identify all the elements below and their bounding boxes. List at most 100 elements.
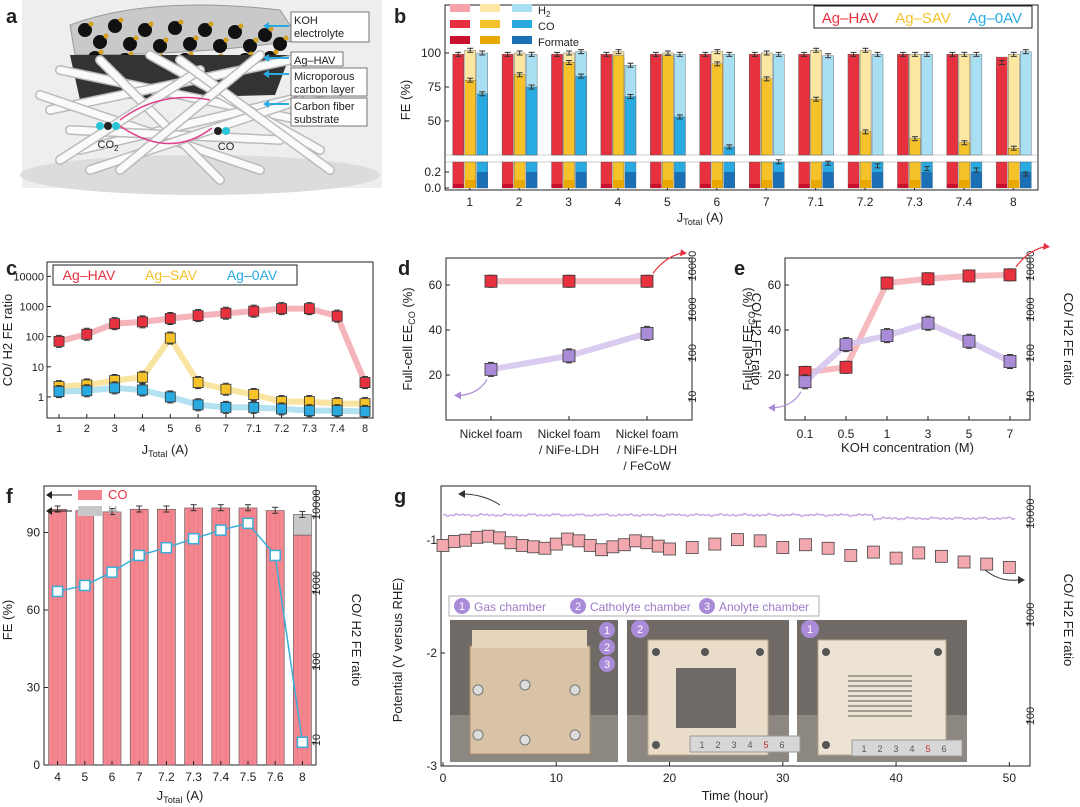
data-point-c [331,405,343,417]
ratio-point-g [606,540,620,554]
chamber-label: Catholyte chamber [590,600,691,614]
bar-formate-b [1020,172,1032,188]
ytick-label-right-d: 10000 [687,251,699,282]
co-path-arrow [119,125,213,145]
chamber-label: Anolyte chamber [719,600,809,614]
data-point-c [248,305,260,317]
ruler-number: 2 [877,744,882,754]
schematic-label-box [290,11,370,43]
ratio-point-f [160,541,173,554]
ratio-point-g [447,535,461,548]
bar-formate-b [551,184,563,188]
xtick-label-f: 8 [299,770,306,784]
legend-label-h2-f: H2 [108,503,122,520]
schematic-pointer-head [263,22,269,30]
y-axis-label-f: FE (%) [0,600,15,640]
axis-break-b [446,155,1037,162]
legend-arrowhead-f [46,507,52,515]
legend-catalyst-hav: Ag–HAV [822,10,878,27]
ratio-point-g [549,537,563,551]
xtick-label-b: 7.1 [807,195,824,209]
ruler-number: 4 [747,740,752,750]
xtick-label-d: / NiFe-LDH [539,443,599,457]
legend-box-b [813,5,1033,29]
legend-catalyst-sav: Ag–SAV [895,10,951,27]
data-point-c [359,406,371,417]
legend-swatch-b [450,36,470,44]
schematic-pointer-head [263,70,269,78]
bar-formate-b [822,172,834,188]
schematic-label-box [290,51,344,67]
ytick-label-b: 50 [428,114,442,128]
x-axis-label-c: JTotal (A) [142,442,189,459]
xtick-label-c: 7.4 [330,423,345,435]
legend-swatch-b [450,4,470,12]
y-axis-label-b: FE (%) [398,80,413,120]
bar-h2-b [1020,51,1032,156]
data-point-c [192,377,204,388]
cell-bolt [472,684,484,696]
y-axis-label-left-d: Full-cell EECO (%) [400,287,417,390]
bar-co-b [847,54,860,156]
xtick-label-f: 7.3 [185,770,202,784]
bar-formate-b [996,184,1008,188]
chamber-legend-box [448,595,820,617]
ratio-point-f [106,566,118,578]
xtick-label-g: 30 [776,771,790,785]
bar-h2-b [958,54,971,156]
data-point-c [164,313,176,324]
xtick-label-f: 6 [109,770,116,784]
xtick-label-c: 7.3 [302,423,317,435]
legend-swatch-h2-f [78,506,102,516]
ag-particle [198,23,212,37]
chamber-number-badge [699,598,715,614]
ratio-point-d [562,274,576,288]
ratio-point-e [921,272,935,286]
ag-particle [123,37,137,51]
xtick-label-c: 4 [139,423,145,435]
bar-co-b [761,78,773,156]
ruler-number: 5 [763,740,768,750]
legend-label-b: CO [538,21,555,33]
ratio-axis-arrow-g [984,569,1019,581]
xtick-label-e: 5 [966,427,973,441]
xtick-label-b: 7 [763,195,770,209]
bar-formate-b [662,180,674,188]
panel-letter-g: g [394,486,407,508]
bar-formate-b [773,172,785,188]
xtick-label-g: 20 [663,771,677,785]
data-point-c [192,399,204,411]
ytick-label-right-g: 1000 [1025,603,1037,627]
xtick-label-b: 5 [664,195,671,209]
bar-h2-b [921,54,933,156]
bar-co-b [563,62,575,156]
xtick-label-c: 8 [362,423,368,435]
xtick-label-e: 7 [1007,427,1014,441]
legend-swatch-co-f [78,490,102,500]
xtick-label-f: 4 [54,770,61,784]
xtick-label-d: Nickel foam [538,427,601,441]
x-axis-label-g: Time (hour) [702,788,769,803]
bar-formate-b [970,172,982,188]
bar-co-b [711,63,723,156]
ruler [851,739,963,757]
data-point-c [164,332,176,344]
legend-swatch-b [480,4,500,12]
ag-particle-gold [253,37,259,43]
ytick-label-c: 100 [26,332,44,344]
ratio-point-g [957,555,971,569]
ee-point-e [921,316,935,330]
bar-co-b [513,74,526,156]
bar-co-b [464,79,476,156]
ag-particle [228,25,242,39]
ag-particle [93,35,107,49]
ratio-point-f [242,517,254,530]
ratio-point-g [867,545,880,559]
ytick-label-right-f: 10000 [311,489,323,520]
schematic-label: substrate [294,114,339,126]
bar-co-b [859,131,872,156]
y-axis-label-right-f: CO/ H2 FE ratio [349,594,364,686]
data-point-c [248,389,260,400]
ag-particle-gold [273,49,279,55]
frame-hole [701,648,709,656]
